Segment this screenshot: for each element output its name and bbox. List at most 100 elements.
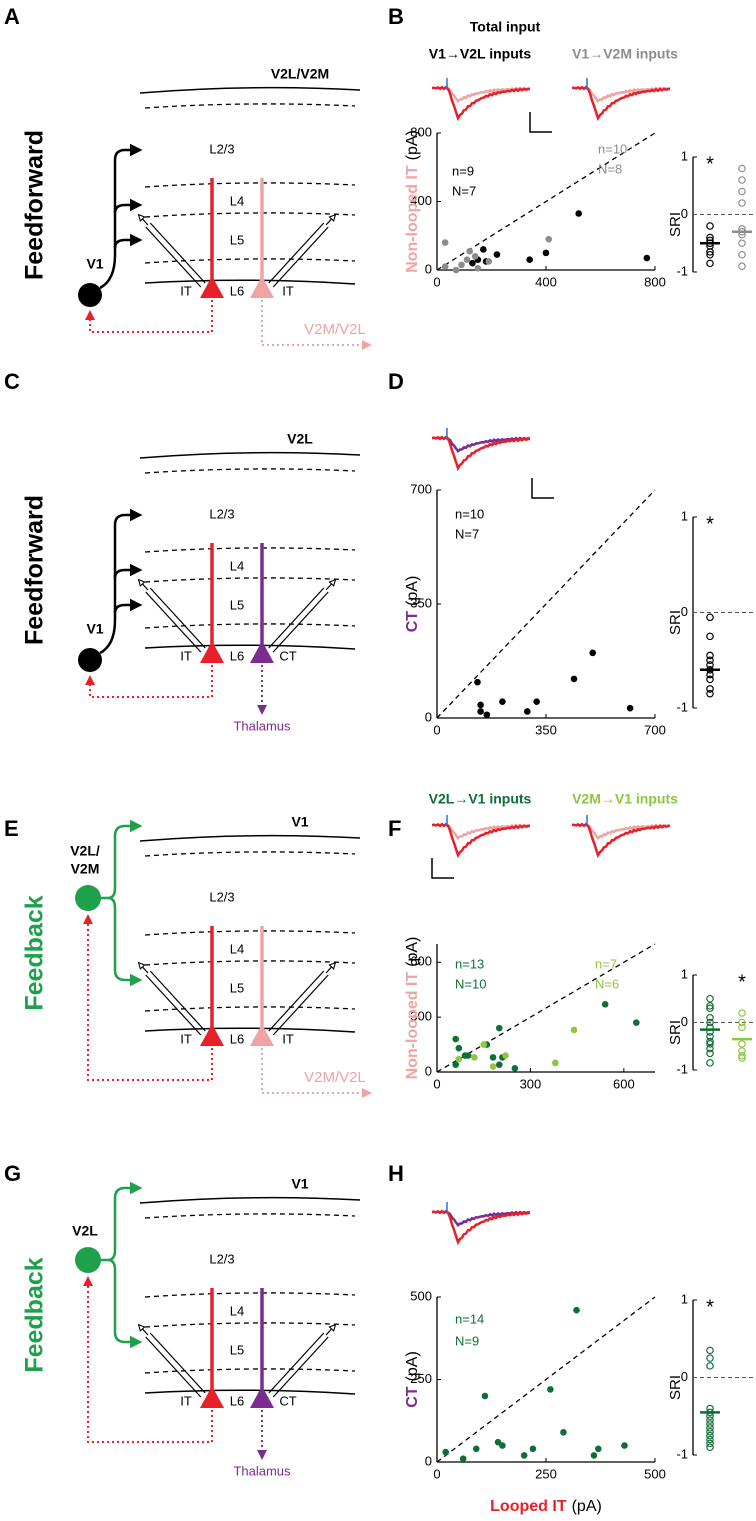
identity-line (436, 1296, 656, 1463)
electrode (145, 591, 202, 653)
layer-label: L5 (230, 597, 244, 612)
n-animals-label: N=9 (455, 1333, 479, 1348)
data-point (533, 698, 540, 706)
y-tick-label: 0 (425, 1453, 432, 1468)
source-area (78, 648, 102, 672)
electrode (325, 1325, 335, 1336)
sri-point (706, 1037, 714, 1046)
input-branch (113, 233, 143, 249)
y-tick-label: 600 (410, 954, 432, 969)
layer-label: L2/3 (209, 506, 234, 521)
y-tick-label: 400 (410, 193, 432, 208)
target-label: V2M/V2L (304, 321, 366, 338)
source-label: V2L/ (70, 843, 100, 859)
data-point (560, 1429, 567, 1436)
sri-point (738, 262, 746, 271)
cell-label: IT (180, 648, 192, 663)
sri-point (706, 675, 714, 684)
example-trace (431, 822, 531, 859)
n-animals-label: N=6 (595, 976, 619, 991)
y-tick-label: 0 (425, 1063, 432, 1078)
data-point (489, 1054, 497, 1061)
white-matter-line (144, 279, 356, 285)
data-point (441, 239, 449, 246)
sri-point (706, 1004, 714, 1013)
sri-point (706, 1049, 714, 1058)
y-tick-label: 0 (425, 709, 432, 724)
data-point (526, 256, 533, 264)
sri-point (706, 222, 714, 230)
electrode (325, 580, 335, 591)
data-point (455, 1044, 463, 1052)
data-point (590, 1452, 598, 1459)
sri-point (738, 164, 746, 173)
data-point (480, 1041, 488, 1048)
white-matter-line (144, 1389, 356, 1395)
data-point (489, 1063, 497, 1070)
data-point (441, 263, 449, 270)
sri-point (706, 1443, 714, 1452)
significance-star: * (706, 513, 714, 535)
example-trace (571, 822, 671, 859)
sri-tick-label: 1 (681, 148, 688, 163)
target-projection (261, 1048, 372, 1098)
input-axon (99, 143, 143, 290)
layer-label: L5 (230, 980, 244, 995)
y-tick-label: 250 (410, 1371, 432, 1386)
sri-point (706, 250, 714, 259)
data-point (480, 246, 487, 253)
layer-label: L2/3 (209, 1251, 234, 1266)
sri-point (738, 250, 746, 259)
data-point (452, 1035, 459, 1043)
soma (250, 641, 274, 663)
sri-label: SRI (667, 1375, 684, 1400)
sri-tick-label: 0 (681, 604, 688, 619)
data-point (477, 708, 484, 715)
series-label: V1→V2M inputs (572, 46, 678, 62)
input-axon (99, 508, 143, 655)
data-point (633, 1019, 640, 1026)
sri-point (738, 1018, 746, 1027)
sri-point (706, 994, 714, 1003)
layer-boundary (144, 1292, 356, 1298)
sri-tick-label: -1 (676, 1446, 688, 1461)
electrode (149, 222, 206, 284)
electrode (268, 970, 325, 1032)
n-animals-label: N=8 (598, 161, 622, 176)
electrode (325, 215, 335, 226)
soma (200, 1386, 224, 1408)
panel-letter: E (4, 816, 19, 841)
electrode (272, 591, 329, 653)
x-tick-label: 800 (644, 274, 666, 289)
source-area (75, 885, 101, 911)
white-matter-line (144, 1027, 356, 1033)
layer-boundary (144, 960, 356, 966)
loop-projection (83, 914, 213, 1081)
layer-label: L6 (230, 1393, 244, 1408)
layer-boundary (144, 851, 356, 857)
layer-label: L6 (230, 648, 244, 663)
x-tick-label: 500 (644, 1466, 666, 1481)
soma (250, 1386, 274, 1408)
n-animals-label: N=10 (455, 976, 486, 991)
electrode (139, 215, 149, 226)
data-point (542, 249, 550, 257)
electrode (149, 1332, 206, 1394)
cell-label: IT (180, 1031, 192, 1046)
layer-boundary (144, 258, 356, 264)
mode-label: Feedback (21, 1257, 49, 1372)
significance-star: * (738, 971, 746, 993)
x-tick-label: 0 (433, 722, 440, 737)
x-tick-label: 400 (535, 274, 557, 289)
example-trace (431, 435, 531, 472)
panel-letter: H (388, 1161, 404, 1186)
electrode (139, 1325, 149, 1336)
data-point (499, 698, 506, 706)
panel-letter: B (388, 4, 404, 29)
input-branch (113, 598, 143, 614)
electrode (145, 226, 202, 288)
pia-line (139, 1196, 361, 1204)
layer-label: L6 (230, 1031, 244, 1046)
data-point (570, 675, 578, 683)
sri-point (706, 1040, 714, 1048)
